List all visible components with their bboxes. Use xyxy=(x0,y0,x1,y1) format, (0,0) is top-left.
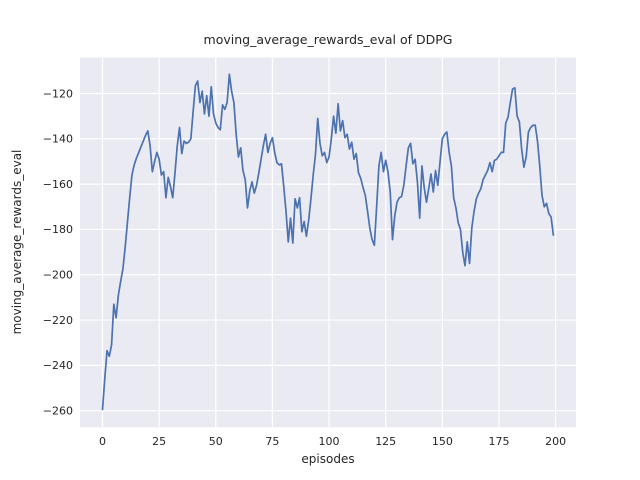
y-tick-label: −120 xyxy=(43,87,73,100)
y-tick-label: −160 xyxy=(43,178,73,191)
gridlines xyxy=(80,57,576,428)
y-tick-label: −180 xyxy=(43,223,73,236)
x-tick-label: 175 xyxy=(488,435,509,448)
reward-line xyxy=(101,73,555,411)
x-tick-label: 25 xyxy=(152,435,166,448)
y-tick-label: −200 xyxy=(43,269,73,282)
x-tick-label: 150 xyxy=(432,435,453,448)
x-tick-label: 0 xyxy=(99,435,106,448)
y-tick-label: −260 xyxy=(43,404,73,417)
x-tick-label: 200 xyxy=(545,435,566,448)
x-tick-label: 75 xyxy=(265,435,279,448)
y-tick-label: −220 xyxy=(43,314,73,327)
plot-area xyxy=(80,57,576,428)
series-moving_average_rewards_eval xyxy=(101,73,555,411)
y-tick-label: −240 xyxy=(43,359,73,372)
x-tick-labels: 0 25 50 75 100 125 150 175 200 xyxy=(99,435,566,448)
x-axis-label: episodes xyxy=(301,452,355,466)
x-tick-label: 100 xyxy=(319,435,340,448)
y-tick-label: −140 xyxy=(43,133,73,146)
y-tick-labels: −120 −140 −160 −180 −200 −220 −240 −260 xyxy=(43,87,73,417)
chart-title: moving_average_rewards_eval of DDPG xyxy=(203,32,453,47)
x-tick-label: 125 xyxy=(375,435,396,448)
x-tick-label: 50 xyxy=(209,435,223,448)
y-axis-label: moving_average_rewards_eval xyxy=(10,149,24,335)
